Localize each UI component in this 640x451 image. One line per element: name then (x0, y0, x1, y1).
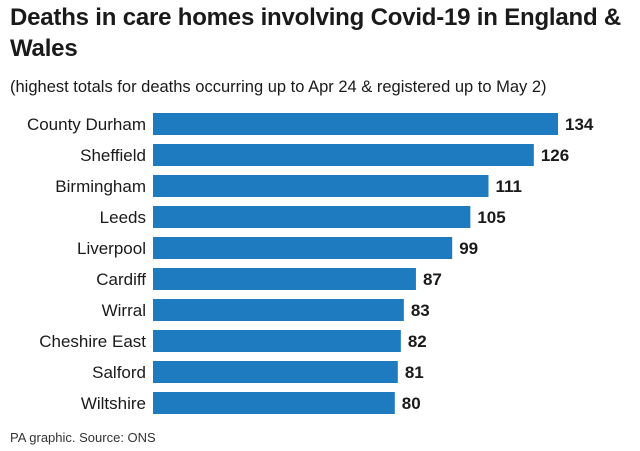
bar-county-durham (153, 113, 558, 135)
category-label-wiltshire: Wiltshire (81, 394, 146, 413)
value-label-salford: 81 (405, 363, 424, 382)
chart-subtitle: (highest totals for deaths occurring up … (10, 78, 547, 96)
category-label-salford: Salford (92, 363, 146, 382)
category-label-cardiff: Cardiff (96, 270, 146, 289)
bar-salford (153, 361, 398, 383)
category-label-wirral: Wirral (102, 301, 146, 320)
bar-liverpool (153, 237, 453, 259)
category-label-liverpool: Liverpool (77, 239, 146, 258)
value-label-sheffield: 126 (541, 146, 569, 165)
value-label-county-durham: 134 (565, 115, 594, 134)
value-label-leeds: 105 (477, 208, 505, 227)
bar-birmingham (153, 175, 489, 197)
category-label-cheshire-east: Cheshire East (39, 332, 146, 351)
source-note: PA graphic. Source: ONS (10, 430, 156, 445)
value-label-cardiff: 87 (423, 270, 442, 289)
bar-cheshire-east (153, 330, 401, 352)
bar-sheffield (153, 144, 534, 166)
category-label-county-durham: County Durham (27, 115, 146, 134)
category-label-sheffield: Sheffield (80, 146, 146, 165)
value-label-liverpool: 99 (459, 239, 478, 258)
bar-wiltshire (153, 392, 395, 414)
value-label-wiltshire: 80 (402, 394, 421, 413)
category-label-birmingham: Birmingham (55, 177, 146, 196)
chart-title: Deaths in care homes involving Covid-19 … (10, 4, 622, 62)
value-label-cheshire-east: 82 (408, 332, 427, 351)
bar-wirral (153, 299, 404, 321)
bar-cardiff (153, 268, 416, 290)
bar-leeds (153, 206, 471, 228)
category-label-leeds: Leeds (100, 208, 146, 227)
value-label-wirral: 83 (411, 301, 430, 320)
value-label-birmingham: 111 (495, 177, 522, 196)
